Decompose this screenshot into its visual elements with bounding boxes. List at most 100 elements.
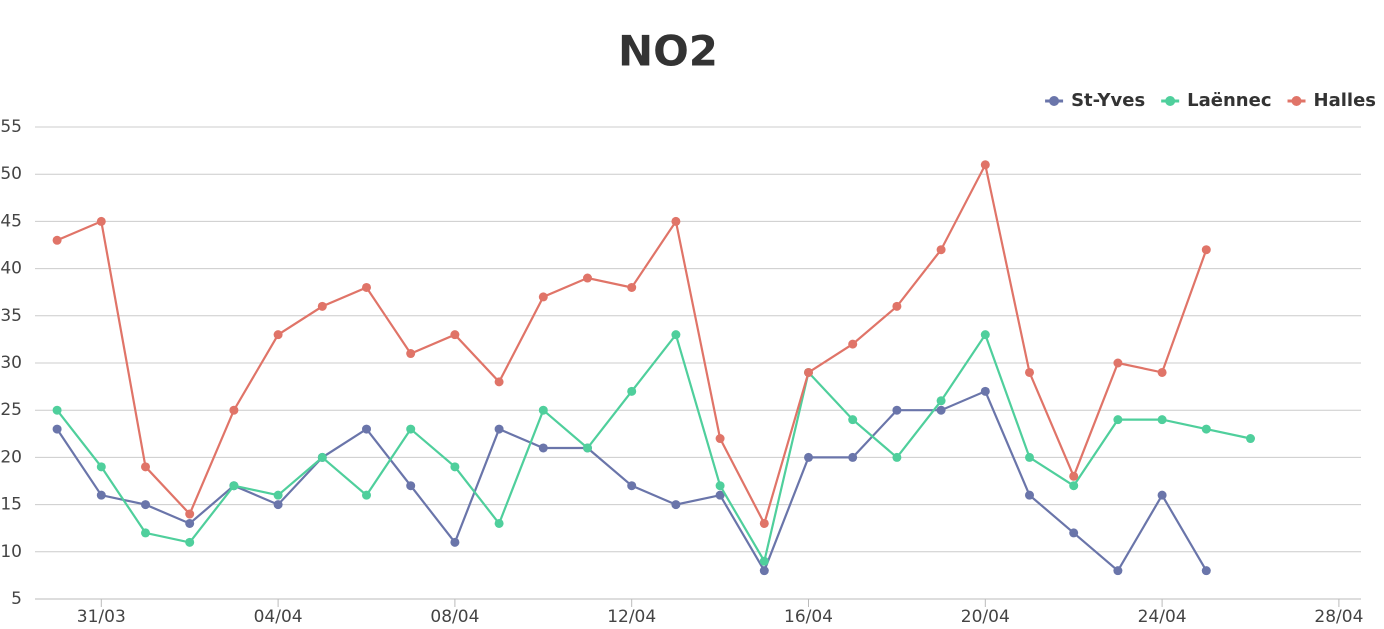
data-point [362, 282, 371, 292]
data-point [494, 518, 504, 528]
y-tick-label: 40 [0, 259, 22, 279]
data-point [229, 405, 239, 415]
legend: Halles Laënnec St-Yves [1045, 90, 1376, 111]
legend-marker [1049, 96, 1060, 106]
data-point [1201, 424, 1211, 434]
y-tick-label: 45 [0, 211, 22, 231]
data-point [96, 490, 106, 500]
data-point [715, 481, 725, 491]
data-point [583, 273, 592, 283]
data-point [848, 452, 858, 462]
chart-title: NO2 [618, 27, 718, 76]
data-point [715, 490, 725, 500]
data-point [362, 490, 371, 500]
data-point [804, 452, 813, 462]
legend-marker [1165, 96, 1176, 106]
data-point [583, 443, 592, 453]
data-point [759, 518, 769, 528]
data-point [185, 518, 195, 528]
data-point [1113, 566, 1123, 576]
data-point [980, 330, 990, 340]
legend-label: St-Yves [1071, 90, 1145, 111]
y-tick-label: 30 [0, 353, 22, 373]
data-point [52, 405, 62, 415]
data-point [185, 509, 195, 519]
data-point [980, 160, 990, 170]
y-tick-label: 20 [0, 447, 22, 467]
data-point [494, 424, 504, 434]
data-point [96, 462, 106, 472]
data-point [936, 245, 946, 255]
x-tick-label: 16/04 [784, 607, 833, 627]
data-point [848, 415, 858, 425]
data-point [936, 405, 946, 415]
data-point [538, 443, 548, 453]
data-point [1069, 481, 1079, 491]
data-point [273, 500, 283, 510]
series-line [56, 161, 1208, 527]
data-point [936, 396, 946, 406]
data-point [141, 462, 150, 472]
data-point [538, 405, 548, 415]
data-point [1157, 490, 1167, 500]
data-point [406, 424, 416, 434]
data-point [671, 500, 681, 510]
data-point [980, 386, 990, 396]
y-tick-label: 10 [0, 542, 22, 562]
data-point [1157, 415, 1167, 425]
data-point [406, 349, 416, 359]
data-point [96, 216, 106, 226]
data-point [185, 537, 195, 547]
data-point [1025, 490, 1034, 500]
data-point [1069, 471, 1079, 481]
data-point [52, 424, 62, 434]
x-tick-label: 31/03 [77, 607, 126, 627]
data-point [1025, 452, 1034, 462]
x-tick-label: 20/04 [961, 607, 1010, 627]
y-tick-label: 25 [0, 400, 22, 420]
data-point [229, 481, 239, 491]
x-tick-label: 28/04 [1314, 607, 1363, 627]
data-point [1113, 415, 1123, 425]
data-point [1113, 358, 1123, 368]
data-point [848, 339, 858, 349]
y-tick-label: 35 [0, 306, 22, 326]
y-tick-label: 5 [11, 589, 22, 609]
data-point [892, 301, 902, 311]
data-point [1201, 566, 1211, 576]
data-point [494, 377, 504, 387]
data-point [627, 386, 637, 396]
data-point [1157, 367, 1167, 377]
data-point [1069, 528, 1079, 538]
data-point [141, 528, 150, 538]
data-point [715, 434, 725, 444]
data-point [406, 481, 416, 491]
y-tick-label: 50 [0, 164, 22, 184]
data-point [892, 452, 902, 462]
series-line [56, 332, 1251, 565]
x-tick-label: 08/04 [430, 607, 479, 627]
data-point [671, 330, 681, 340]
x-tick-label: 24/04 [1138, 607, 1187, 627]
data-point [759, 556, 769, 566]
data-point [538, 292, 548, 302]
data-point [1201, 245, 1211, 255]
data-point [759, 566, 769, 576]
legend-label: Halles [1314, 90, 1376, 111]
data-point [52, 235, 62, 245]
data-point [450, 462, 460, 472]
y-tick-label: 55 [0, 117, 22, 137]
data-point [450, 537, 460, 547]
data-point [273, 330, 283, 340]
data-point [671, 216, 681, 226]
x-tick-label: 04/04 [254, 607, 303, 627]
data-point [627, 481, 637, 491]
data-point [273, 490, 283, 500]
data-point [1025, 367, 1034, 377]
y-tick-label: 15 [0, 495, 22, 515]
data-point [141, 500, 150, 510]
data-point [627, 282, 637, 292]
data-point [317, 452, 327, 462]
